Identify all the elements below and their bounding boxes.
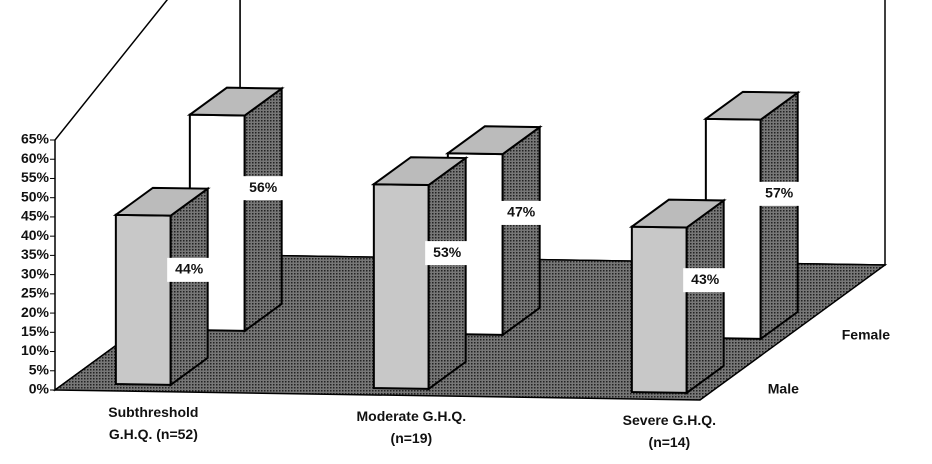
x-tick-label: Subthreshold: [108, 404, 198, 420]
value-label-box: [499, 200, 544, 225]
bar-side: [759, 90, 799, 341]
x-tick-label: G.H.Q. (n=52): [109, 426, 198, 442]
bar: [114, 213, 172, 386]
y-tick-label: 0%: [29, 381, 50, 397]
value-label: 43%: [691, 271, 720, 287]
bar-side: [501, 125, 541, 337]
y-tick-label: 50%: [21, 188, 50, 204]
y-tick-label: 40%: [21, 227, 50, 243]
x-tick-label: (n=14): [649, 434, 691, 450]
bar-top: [112, 186, 211, 217]
bar: [372, 183, 430, 390]
depth-label: Male: [768, 380, 799, 396]
bar-side: [427, 156, 467, 391]
value-label-box: [425, 241, 470, 266]
bar-side: [243, 86, 283, 333]
y-tick-label: 15%: [21, 323, 50, 339]
x-tick-label: Severe G.H.Q.: [623, 412, 716, 428]
bar-side: [169, 186, 209, 387]
bar-top: [370, 156, 469, 187]
bar-top: [628, 198, 727, 229]
y-tick-label: 60%: [21, 150, 50, 166]
x-tick-label: (n=19): [391, 430, 433, 446]
bar: [630, 225, 688, 394]
bar-side: [685, 198, 725, 395]
bar-top: [702, 90, 801, 121]
value-label: 56%: [249, 179, 278, 195]
y-tick-label: 20%: [21, 304, 50, 320]
value-label: 53%: [433, 244, 462, 260]
value-label-box: [167, 257, 212, 282]
y-tick-label: 5%: [29, 361, 50, 377]
y-tick-label: 30%: [21, 265, 50, 281]
bar-top: [186, 86, 285, 117]
depth-label: Female: [842, 326, 890, 342]
value-label-box: [683, 268, 728, 293]
value-label-box: [757, 181, 802, 206]
y-tick-label: 35%: [21, 246, 50, 262]
y-tick-label: 10%: [21, 342, 50, 358]
value-label: 44%: [175, 261, 204, 277]
y-tick-label: 25%: [21, 285, 50, 301]
y-tick-label: 65%: [21, 131, 50, 147]
value-label-box: [241, 176, 286, 201]
y-tick-label: 45%: [21, 208, 50, 224]
y-tick-label: 55%: [21, 169, 50, 185]
x-tick-label: Moderate G.H.Q.: [357, 408, 467, 424]
bar-top: [444, 125, 543, 156]
value-label: 57%: [765, 185, 794, 201]
value-label: 47%: [507, 204, 536, 220]
